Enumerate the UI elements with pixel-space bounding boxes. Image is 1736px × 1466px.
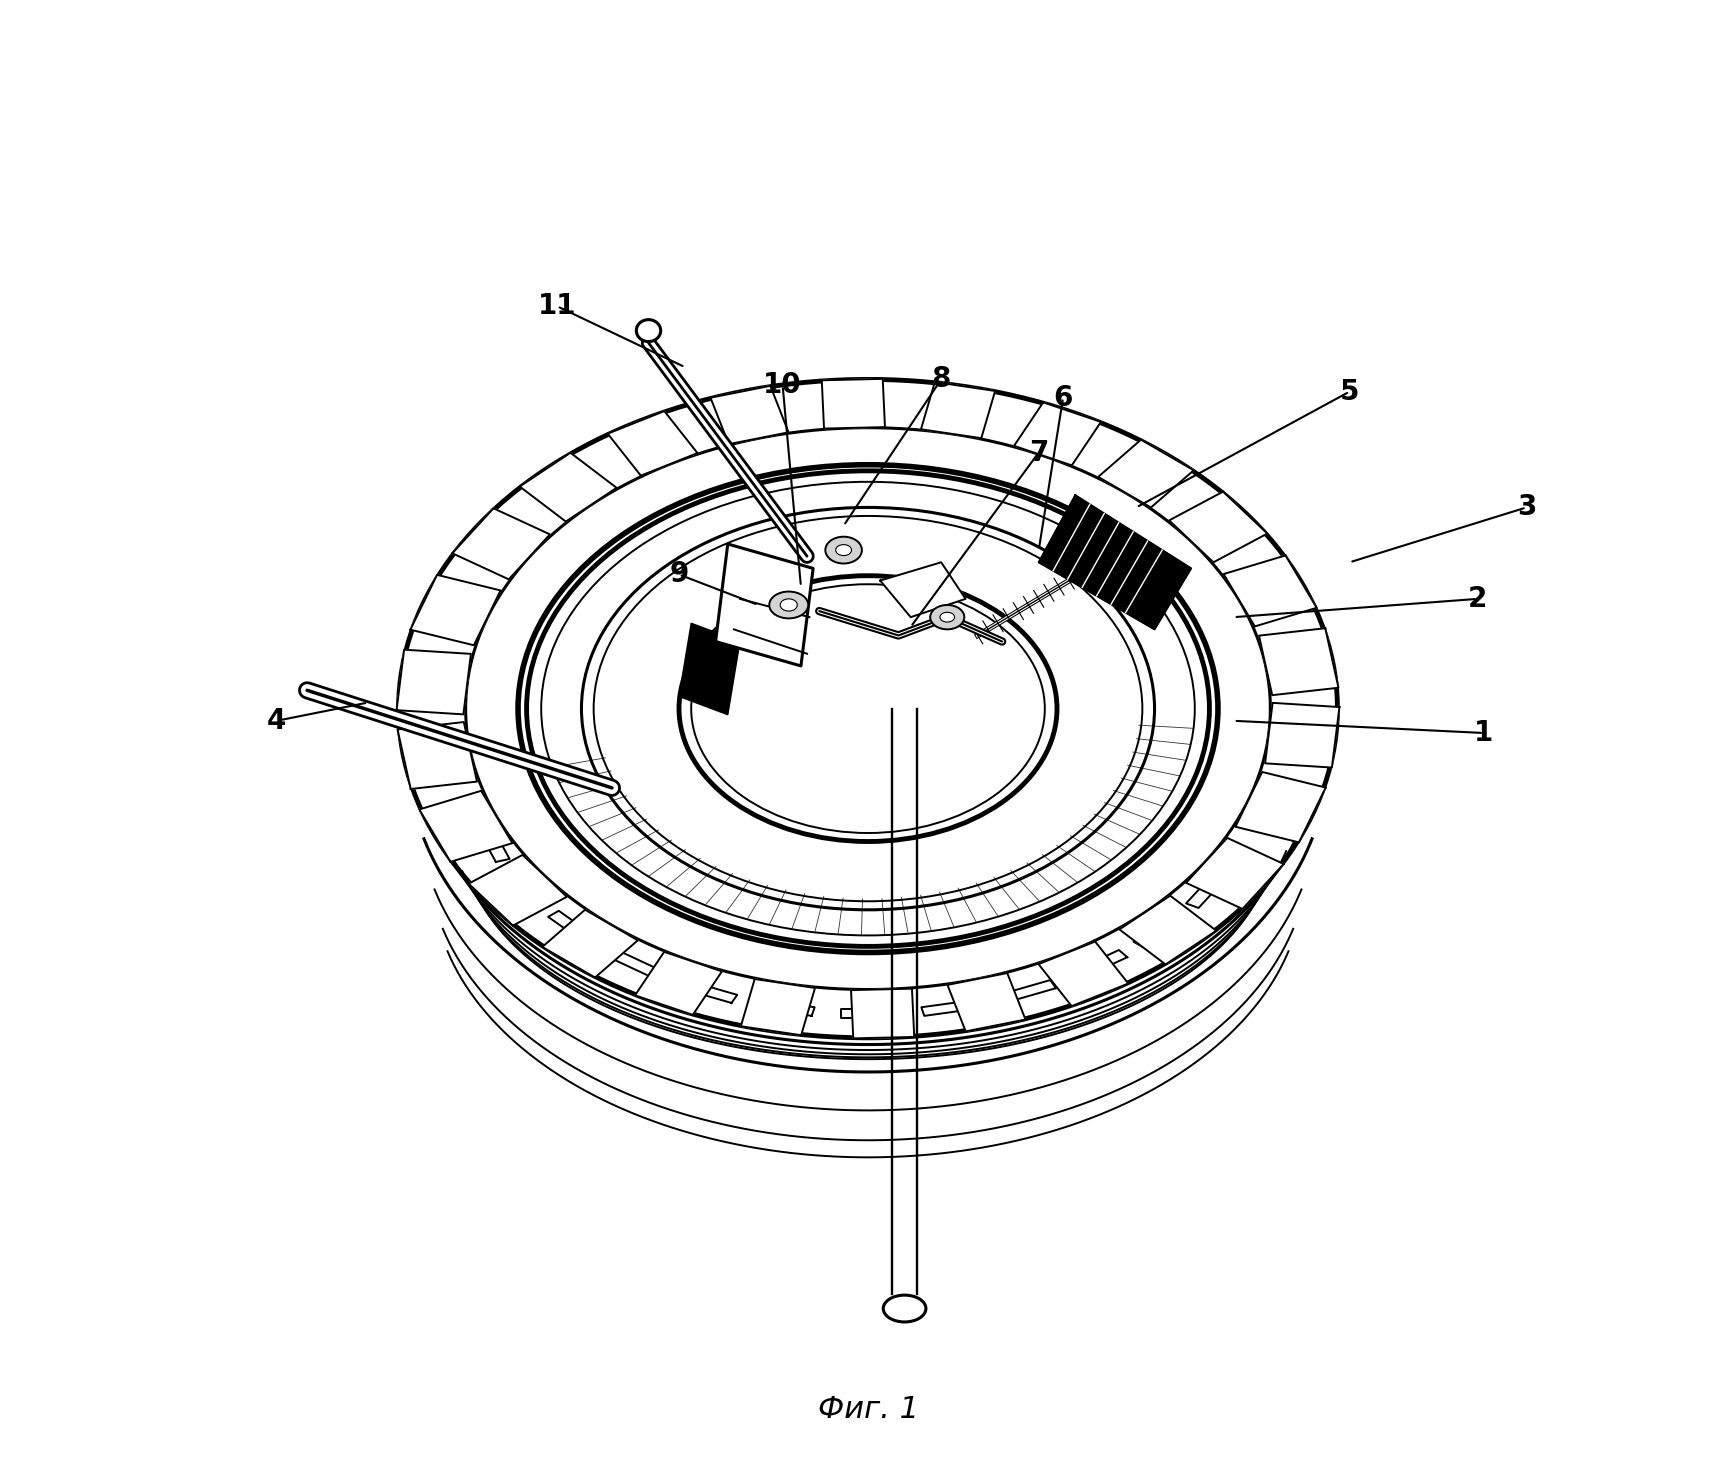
Polygon shape [410, 575, 500, 645]
Ellipse shape [582, 507, 1154, 910]
Text: 5: 5 [1340, 378, 1359, 406]
Polygon shape [1168, 491, 1267, 563]
Ellipse shape [679, 576, 1057, 841]
Ellipse shape [691, 585, 1045, 833]
Text: 4: 4 [267, 707, 286, 734]
Ellipse shape [769, 592, 809, 619]
Polygon shape [759, 1000, 814, 1016]
Polygon shape [681, 981, 738, 1003]
Polygon shape [851, 988, 915, 1038]
Text: Фиг. 1: Фиг. 1 [818, 1396, 918, 1425]
Ellipse shape [825, 537, 861, 563]
Text: 10: 10 [764, 371, 802, 399]
Polygon shape [396, 649, 470, 714]
Text: 8: 8 [932, 365, 951, 393]
Polygon shape [821, 378, 885, 428]
Ellipse shape [594, 516, 1142, 902]
Text: 2: 2 [1469, 585, 1488, 613]
Polygon shape [453, 509, 550, 579]
Polygon shape [1266, 702, 1340, 768]
Polygon shape [420, 790, 512, 862]
Ellipse shape [637, 320, 661, 342]
Polygon shape [1236, 773, 1326, 843]
Ellipse shape [542, 482, 1194, 935]
Text: 9: 9 [670, 560, 689, 588]
Polygon shape [1134, 910, 1187, 947]
Ellipse shape [779, 600, 797, 611]
Polygon shape [635, 951, 722, 1014]
Polygon shape [1186, 839, 1283, 909]
Polygon shape [880, 563, 965, 617]
Polygon shape [710, 386, 788, 444]
Text: 3: 3 [1517, 494, 1536, 522]
Polygon shape [1014, 402, 1101, 465]
Polygon shape [1186, 863, 1234, 907]
Polygon shape [842, 1009, 894, 1017]
Polygon shape [609, 950, 665, 979]
Polygon shape [502, 863, 550, 907]
Text: 11: 11 [538, 292, 576, 320]
Ellipse shape [399, 380, 1337, 1038]
Polygon shape [542, 910, 637, 978]
Polygon shape [1224, 556, 1316, 626]
Polygon shape [470, 812, 510, 862]
Polygon shape [469, 855, 568, 925]
Polygon shape [679, 623, 740, 715]
Polygon shape [922, 383, 995, 438]
Polygon shape [741, 979, 814, 1035]
Polygon shape [519, 453, 616, 522]
Polygon shape [998, 981, 1055, 1003]
Text: 6: 6 [1054, 384, 1073, 412]
Text: 1: 1 [1474, 718, 1493, 748]
Ellipse shape [884, 1294, 925, 1322]
Polygon shape [1099, 440, 1194, 507]
Polygon shape [398, 723, 477, 789]
Polygon shape [1259, 629, 1338, 695]
Polygon shape [715, 544, 812, 666]
Polygon shape [948, 973, 1026, 1032]
Text: 7: 7 [1029, 438, 1049, 466]
Ellipse shape [835, 544, 852, 556]
Polygon shape [1038, 941, 1128, 1006]
Polygon shape [549, 910, 602, 947]
Polygon shape [922, 1000, 977, 1016]
Polygon shape [1120, 896, 1217, 965]
Ellipse shape [930, 605, 963, 629]
Polygon shape [1071, 950, 1127, 979]
Polygon shape [608, 410, 698, 475]
Ellipse shape [939, 613, 955, 622]
Ellipse shape [526, 471, 1210, 947]
Polygon shape [1038, 496, 1191, 629]
